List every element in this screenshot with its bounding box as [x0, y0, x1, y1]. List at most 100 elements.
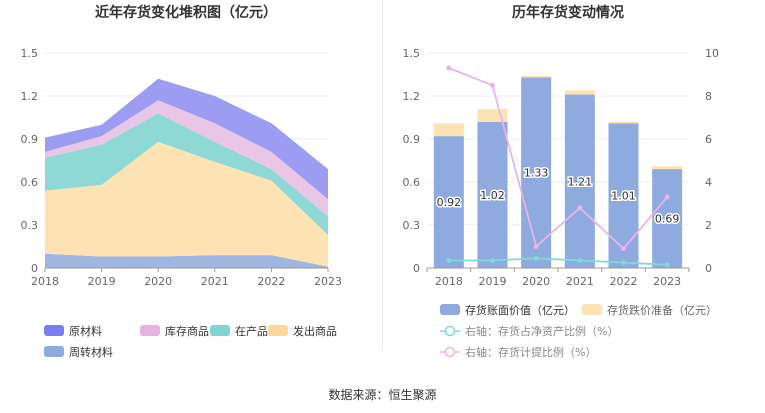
legend-marker-net-asset-ratio: [444, 325, 456, 337]
right-y-tick-label: 1.5: [403, 47, 421, 60]
left-y-axis: 0 0.3 0.6 0.9 1.2 1.5: [21, 47, 39, 275]
left-area-series: [45, 78, 328, 268]
right-y2-tick-label: 6: [705, 133, 712, 146]
bar-value-label: 1.02: [480, 189, 505, 202]
bar-存货账面价值（亿元）: [521, 77, 552, 268]
right-y-axis: 0 0.3 0.6 0.9 1.2 1.5: [403, 47, 421, 275]
left-y-tick-label: 1.5: [21, 47, 39, 60]
right-y2-tick-label: 2: [705, 219, 712, 232]
right-chart-title: 历年存货变动情况: [512, 4, 624, 21]
right-x-axis: 2018 2019 2020 2021 2022 2023: [426, 267, 690, 288]
right-x-tick-label: 2020: [522, 275, 550, 288]
right-y-tick-label: 0.3: [403, 219, 421, 232]
bar-存货跌价准备（亿元）: [521, 75, 552, 78]
bar-value-label: 0.69: [655, 213, 680, 226]
point-右轴：存货计提比例（%）: [621, 246, 626, 252]
area-发出商品: [45, 141, 328, 267]
bar-存货跌价准备（亿元）: [652, 166, 683, 170]
left-x-tick-label: 2019: [88, 275, 116, 288]
point-右轴：存货计提比例（%）: [533, 244, 539, 249]
right-legend: 存货账面价值（亿元） 存货跌价准备（亿元） 右轴：存货占净资产比例（%） 右轴：存货计…: [440, 303, 717, 359]
legend-label-impairment: 存货跌价准备（亿元）: [607, 303, 717, 317]
right-y-tick-label: 1.2: [403, 90, 421, 103]
bar-存货账面价值（亿元）: [477, 121, 508, 268]
legend-label-在产品: 在产品: [235, 324, 268, 338]
bar-存货账面价值（亿元）: [652, 169, 683, 268]
area-库存商品: [45, 100, 328, 217]
left-y-tick-label: 0: [31, 262, 38, 275]
right-y-tick-label: 0.6: [403, 176, 421, 189]
legend-label-provision-ratio: 右轴：存货计提比例（%）: [465, 345, 596, 359]
left-x-tick-label: 2018: [31, 275, 59, 288]
legend-label-库存商品: 库存商品: [165, 324, 209, 338]
bar-存货账面价值（亿元）: [608, 123, 639, 268]
point-右轴：存货占净资产比例（%）: [577, 257, 583, 263]
point-右轴：存货占净资产比例（%）: [533, 255, 539, 261]
point-右轴：存货占净资产比例（%）: [621, 260, 626, 266]
point-右轴：存货占净资产比例（%）: [446, 257, 452, 263]
right-grid: [427, 52, 689, 269]
right-x-tick-label: 2018: [435, 275, 463, 288]
legend-swatch-book-value: [440, 304, 460, 315]
right-y2-tick-label: 8: [705, 90, 712, 103]
legend-swatch-周转材料: [44, 346, 64, 357]
left-x-tick-label: 2021: [201, 275, 229, 288]
left-x-axis: 2018 2019 2020 2021 2022 2023: [31, 267, 342, 288]
right-x-tick-label: 2022: [610, 275, 638, 288]
bar-value-label: 1.01: [611, 190, 636, 203]
bar-value-label: 0.92: [437, 196, 462, 209]
legend-label-发出商品: 发出商品: [293, 324, 337, 338]
left-x-tick-label: 2020: [144, 275, 172, 288]
legend-label-book-value: 存货账面价值（亿元）: [465, 303, 575, 317]
left-y-tick-label: 1.2: [21, 90, 39, 103]
point-右轴：存货计提比例（%）: [490, 82, 495, 88]
area-周转材料: [45, 253, 328, 268]
legend-swatch-原材料: [44, 325, 64, 336]
bar-存货跌价准备（亿元）: [477, 108, 508, 122]
line-右轴：存货计提比例（%）: [448, 67, 668, 251]
bar-存货账面价值（亿元）: [564, 94, 595, 268]
area-在产品: [45, 113, 328, 235]
right-x-tick-label: 2023: [653, 275, 681, 288]
inventory-stacked-area-chart: 近年存货变化堆积图（亿元） 2018 2019 2020 2021 2022 2023 0…: [21, 4, 343, 359]
data-source: 数据来源：恒生聚源: [328, 388, 437, 402]
area-原材料: [45, 78, 328, 200]
right-y-tick-label: 0.9: [403, 133, 421, 146]
point-右轴：存货占净资产比例（%）: [664, 262, 670, 268]
bar-存货账面价值（亿元）: [433, 136, 464, 268]
legend-swatch-在产品: [210, 325, 230, 336]
legend-swatch-库存商品: [140, 325, 160, 336]
bar-存货跌价准备（亿元）: [433, 123, 464, 137]
bar-存货跌价准备（亿元）: [608, 121, 639, 124]
legend-label-周转材料: 周转材料: [69, 345, 113, 359]
point-右轴：存货占净资产比例（%）: [490, 257, 495, 263]
right-x-tick-label: 2021: [566, 275, 594, 288]
right-y2-tick-label: 4: [705, 176, 712, 189]
bar-value-label: 1.21: [568, 175, 593, 188]
left-x-tick-label: 2023: [314, 275, 342, 288]
point-右轴：存货计提比例（%）: [446, 65, 452, 71]
bar-存货跌价准备（亿元）: [564, 90, 595, 95]
point-右轴：存货计提比例（%）: [664, 194, 670, 200]
left-y-tick-label: 0.6: [21, 176, 39, 189]
right-bar-series: 0.92 1.02 1.33 1.21 1.01 0.69: [433, 75, 683, 268]
left-y-tick-label: 0.9: [21, 133, 39, 146]
right-y2-tick-label: 0: [705, 262, 712, 275]
point-右轴：存货计提比例（%）: [577, 205, 583, 211]
legend-label-原材料: 原材料: [69, 324, 102, 338]
bar-value-label: 1.33: [524, 167, 549, 180]
right-secondary-y-axis: 0 2 4 6 8 10: [705, 47, 719, 275]
left-x-tick-label: 2022: [257, 275, 285, 288]
right-line-series: [446, 65, 670, 268]
right-x-tick-label: 2019: [479, 275, 507, 288]
legend-swatch-impairment: [582, 304, 602, 315]
line-右轴：存货占净资产比例（%）: [448, 257, 668, 266]
right-y-tick-label: 0: [413, 262, 420, 275]
legend-marker-provision-ratio: [444, 346, 456, 358]
left-y-tick-label: 0.3: [21, 219, 39, 232]
chart-divider: [382, 0, 383, 350]
inventory-change-bar-chart: 历年存货变动情况 0.921.021.331.211.010.69 2018 20…: [403, 4, 720, 359]
right-y2-tick-label: 10: [705, 47, 719, 60]
left-chart-title: 近年存货变化堆积图（亿元）: [95, 4, 277, 21]
